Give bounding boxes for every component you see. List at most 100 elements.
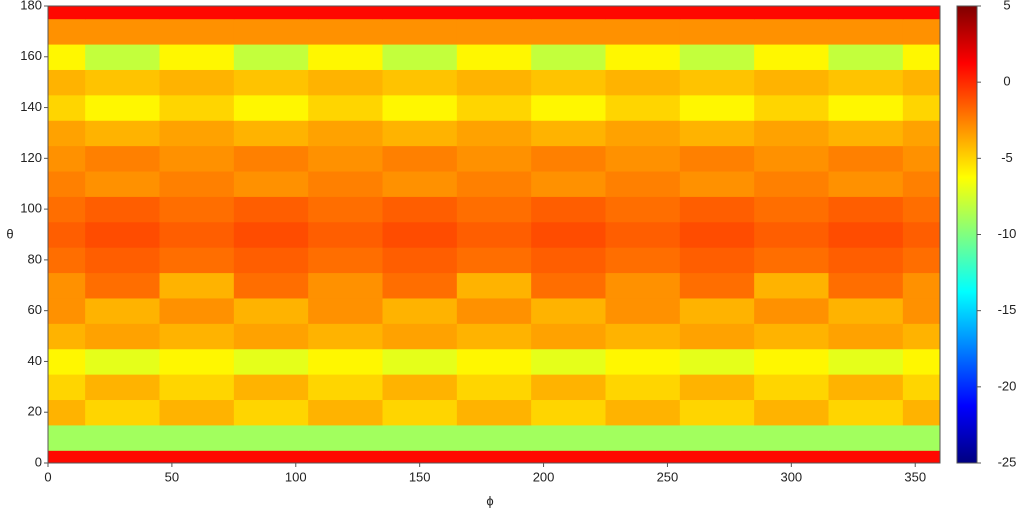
- heat-cell: [85, 94, 160, 121]
- heat-cell: [233, 297, 309, 324]
- heat-cell: [233, 221, 309, 248]
- heat-cell: [754, 221, 829, 248]
- heat-cell: [679, 18, 755, 45]
- heat-cell: [456, 69, 532, 96]
- heat-cell: [902, 272, 941, 299]
- y-tick-label: 180: [20, 0, 42, 12]
- heat-cell: [531, 69, 606, 96]
- heat-cell: [48, 171, 86, 197]
- heat-cell: [679, 94, 755, 121]
- heat-cell: [85, 6, 160, 20]
- heat-cell: [382, 18, 458, 45]
- heat-cell: [605, 44, 681, 70]
- heat-cell: [828, 44, 904, 70]
- heat-cell: [531, 145, 606, 172]
- heat-cell: [382, 348, 458, 375]
- heat-cell: [828, 323, 904, 350]
- heat-cell: [48, 323, 86, 350]
- heat-cell: [85, 221, 160, 248]
- heat-cell: [605, 171, 681, 197]
- heat-cell: [456, 399, 532, 426]
- heat-cell: [754, 424, 829, 451]
- heat-cell: [159, 18, 235, 45]
- heat-cell: [308, 323, 383, 350]
- heat-cell: [605, 69, 681, 96]
- heat-cell: [828, 196, 904, 223]
- heat-cell: [531, 374, 606, 401]
- heat-cell: [828, 171, 904, 197]
- heat-cell: [828, 424, 904, 451]
- heat-cell: [382, 221, 458, 248]
- colorbar-tick-label: 5: [1003, 0, 1010, 12]
- heat-cell: [233, 44, 309, 70]
- heat-cell: [233, 171, 309, 197]
- heat-cell: [48, 247, 86, 274]
- heat-cell: [754, 120, 829, 147]
- heat-cell: [308, 44, 383, 70]
- heat-cell: [382, 399, 458, 426]
- heat-cell: [308, 6, 383, 20]
- heat-cell: [902, 145, 941, 172]
- heat-cell: [531, 247, 606, 274]
- heat-cell: [828, 145, 904, 172]
- heat-cell: [679, 297, 755, 324]
- y-tick-label: 60: [28, 302, 42, 317]
- heat-cell: [679, 196, 755, 223]
- y-tick-label: 20: [28, 404, 42, 419]
- heat-cell: [902, 221, 941, 248]
- colorbar-tick-label: -20: [998, 378, 1017, 393]
- heat-cell: [456, 44, 532, 70]
- heat-cell: [159, 120, 235, 147]
- heat-cell: [531, 323, 606, 350]
- x-tick-label: 300: [780, 469, 802, 484]
- heat-cell: [233, 145, 309, 172]
- heat-cell: [531, 297, 606, 324]
- heat-cell: [308, 120, 383, 147]
- x-tick-label: 150: [409, 469, 431, 484]
- heat-cell: [754, 69, 829, 96]
- heat-cell: [754, 272, 829, 299]
- heat-cell: [233, 348, 309, 375]
- y-tick-label: 160: [20, 48, 42, 63]
- x-tick-label: 0: [44, 469, 51, 484]
- heat-cell: [754, 171, 829, 197]
- heat-cell: [159, 297, 235, 324]
- heat-cell: [233, 450, 309, 464]
- heat-cell: [85, 424, 160, 451]
- heat-cell: [233, 196, 309, 223]
- heat-cell: [233, 374, 309, 401]
- heat-cell: [679, 145, 755, 172]
- heat-cell: [754, 18, 829, 45]
- heat-cell: [159, 323, 235, 350]
- heat-cell: [679, 374, 755, 401]
- heat-cell: [382, 247, 458, 274]
- heat-cell: [48, 450, 86, 464]
- heat-cell: [828, 221, 904, 248]
- heat-cell: [48, 221, 86, 248]
- heat-cell: [48, 272, 86, 299]
- heat-cell: [308, 450, 383, 464]
- heat-cell: [902, 6, 941, 20]
- heat-cell: [308, 374, 383, 401]
- heat-cell: [48, 120, 86, 147]
- heat-cell: [679, 6, 755, 20]
- heat-cell: [754, 399, 829, 426]
- heat-cell: [159, 171, 235, 197]
- heat-cell: [85, 69, 160, 96]
- heat-cell: [754, 297, 829, 324]
- heat-cell: [233, 247, 309, 274]
- heat-cell: [48, 145, 86, 172]
- heat-cell: [679, 348, 755, 375]
- heat-cell: [902, 171, 941, 197]
- heat-cell: [382, 69, 458, 96]
- heat-cell: [902, 323, 941, 350]
- heat-cell: [233, 69, 309, 96]
- heat-cell: [456, 450, 532, 464]
- heat-cell: [828, 348, 904, 375]
- heat-cell: [308, 221, 383, 248]
- heat-cell: [605, 399, 681, 426]
- heat-cell: [48, 196, 86, 223]
- heat-cell: [456, 94, 532, 121]
- heat-cell: [159, 6, 235, 20]
